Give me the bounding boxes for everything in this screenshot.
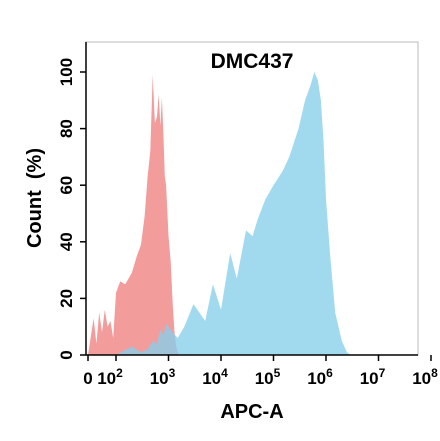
x-axis-label: APC-A <box>220 401 283 423</box>
x-tick-label: 104 <box>202 366 228 388</box>
y-tick-label: 0 <box>57 350 76 359</box>
chart-title: DMC437 <box>211 50 294 73</box>
histogram-series-1 <box>88 74 182 356</box>
x-tick-label: 102 <box>97 366 123 388</box>
y-tick-label: 40 <box>57 232 76 251</box>
y-axis-label: Count (%) <box>24 148 46 248</box>
y-tick-label: 60 <box>57 176 76 195</box>
x-tick-label: 106 <box>307 366 333 388</box>
x-tick-label: 105 <box>255 366 281 388</box>
y-ticks: 0 20 40 60 80 100 <box>57 58 86 360</box>
y-tick-label: 20 <box>57 289 76 308</box>
series-layer <box>88 72 351 356</box>
y-tick-label: 80 <box>57 119 76 138</box>
x-ticks: 0 102 103 104 105 106 107 108 <box>83 355 438 388</box>
x-tick-label: 108 <box>412 366 438 388</box>
histogram-series-2 <box>116 72 351 355</box>
x-tick-label: 0 <box>83 369 92 388</box>
y-tick-label: 100 <box>57 58 76 86</box>
x-tick-label: 103 <box>150 366 176 388</box>
x-tick-label: 107 <box>360 366 386 388</box>
